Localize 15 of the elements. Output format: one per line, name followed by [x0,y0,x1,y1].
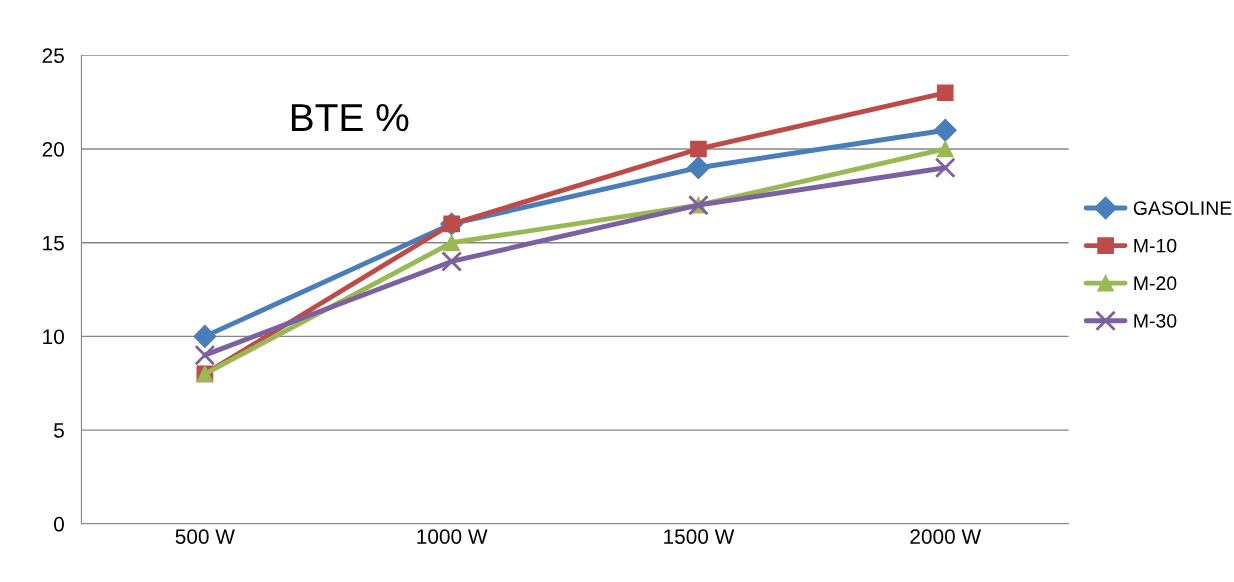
legend-label: M-20 [1134,276,1177,291]
y-tick-label: 5 [54,423,64,438]
y-tick-label: 20 [42,141,64,157]
legend-label: GASOLINE [1133,201,1232,215]
x-tick-label: 500 W [175,529,235,544]
y-tick-label: 10 [43,329,64,345]
text: BTE % [291,103,409,132]
legend-label: M-10 [1134,238,1177,253]
y-tick-label: 0 [54,516,64,532]
legend-label: M-30 [1134,313,1177,328]
y-tick-label: 15 [43,235,64,251]
x-tick-label: 1500 W [664,529,735,544]
x-tick-label: 1000 W [417,529,488,544]
x-tick-label: 2000 W [910,529,982,544]
y-tick-label: 25 [42,48,64,64]
